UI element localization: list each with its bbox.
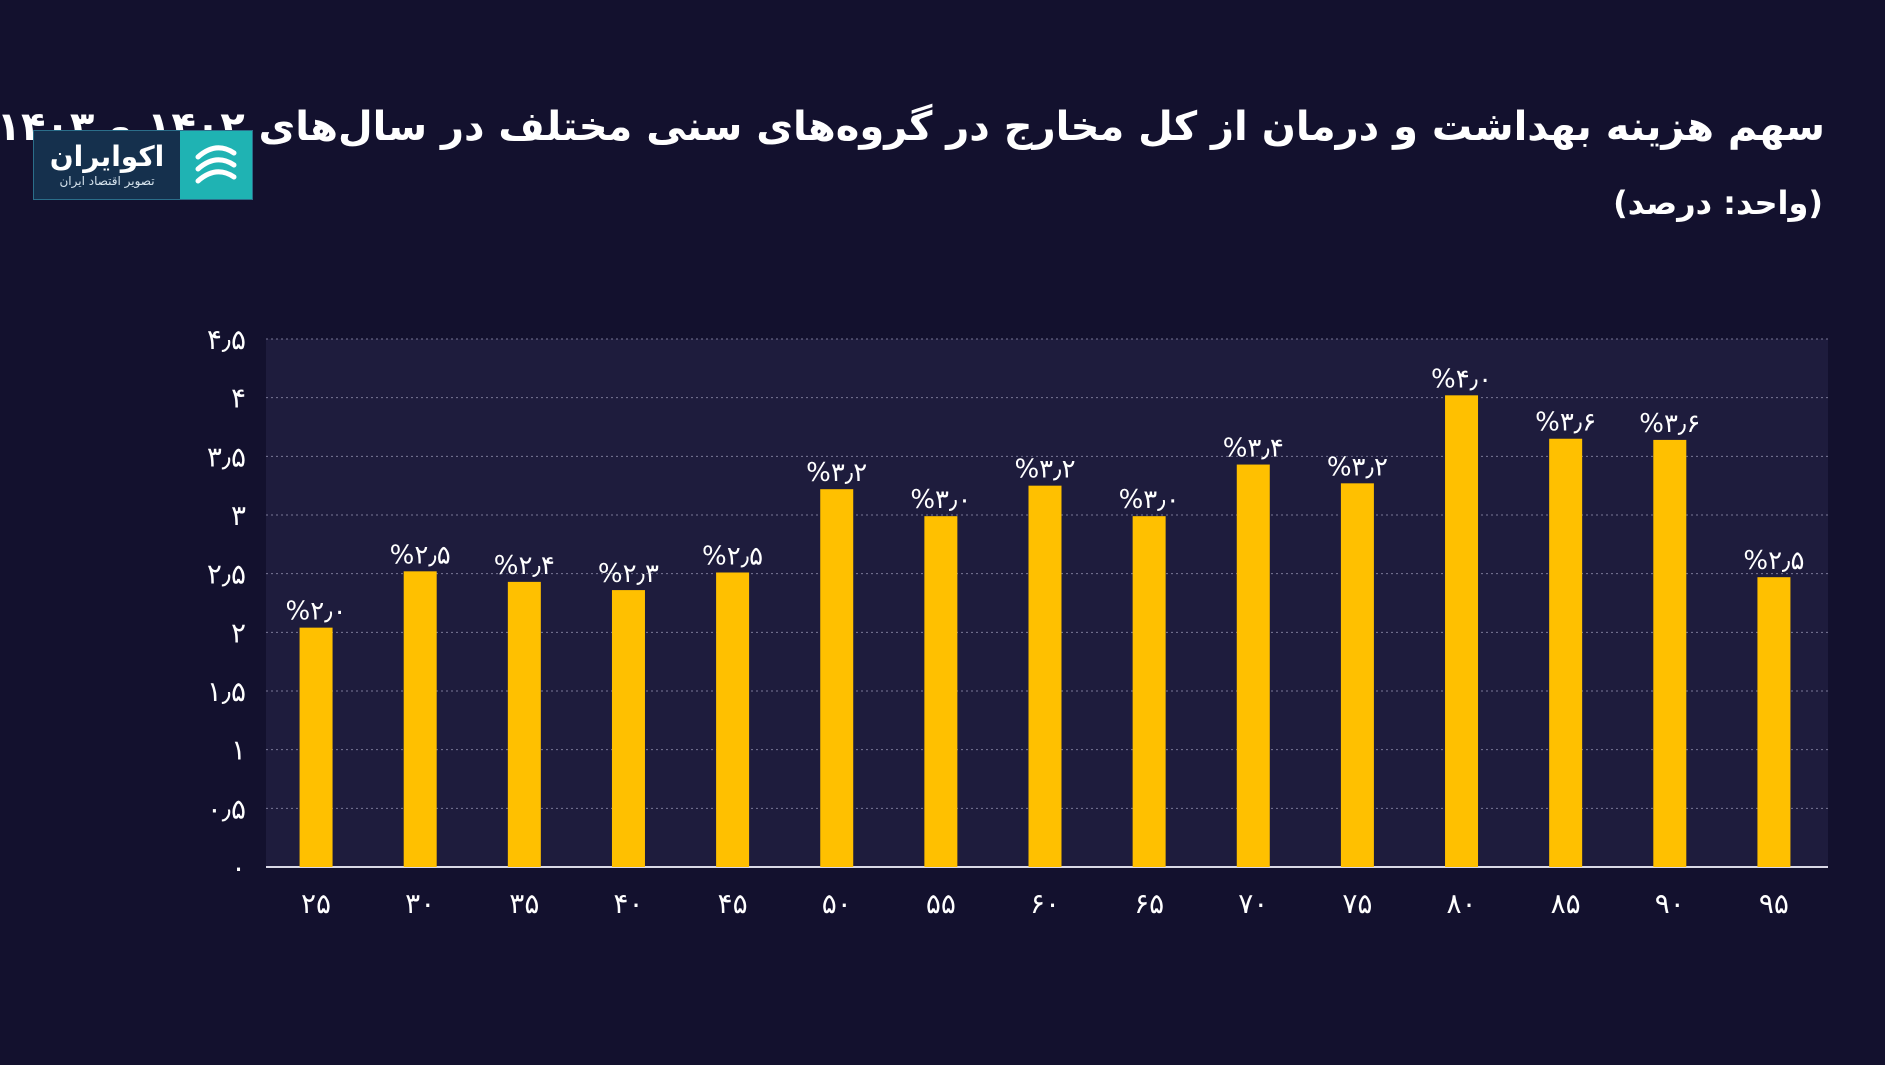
bar (1653, 439, 1687, 867)
y-tick-label: ۱٫۵ (207, 675, 246, 708)
x-tick-label: ۹۰ (1655, 887, 1685, 920)
data-label: %۳٫۴ (1223, 434, 1284, 464)
data-label: %۳٫۲ (1014, 455, 1075, 485)
logo-text-block: اکوایران تصویر اقتصاد ایران (34, 131, 180, 199)
y-tick-label: ۱ (231, 734, 246, 767)
logo-tagline: تصویر اقتصاد ایران (59, 174, 155, 189)
logo-name: اکوایران (49, 139, 165, 173)
x-tick-label: ۳۰ (405, 887, 435, 920)
logo-mark-icon (180, 131, 252, 199)
x-tick-label: ۷۵ (1342, 887, 1372, 920)
x-tick-label: ۴۵ (718, 887, 748, 920)
data-label: %۳٫۲ (1327, 452, 1388, 482)
data-label: %۳٫۰ (910, 485, 971, 515)
y-tick-label: ۳٫۵ (207, 440, 246, 473)
bar (1445, 395, 1479, 867)
brand-logo: اکوایران تصویر اقتصاد ایران (33, 130, 253, 200)
x-tick-label: ۸۰ (1446, 887, 1476, 920)
data-label: %۲٫۵ (1743, 546, 1804, 576)
bar (1132, 516, 1166, 867)
y-tick-label: ۴٫۵ (207, 323, 246, 356)
x-tick-label: ۵۰ (822, 887, 852, 920)
x-tick-label: ۳۵ (509, 887, 539, 920)
data-label: %۲٫۵ (390, 540, 451, 570)
y-tick-label: ۲٫۵ (207, 558, 246, 591)
data-label: %۲٫۵ (702, 541, 763, 571)
data-label: %۲٫۳ (598, 559, 659, 589)
y-tick-label: ۳ (231, 499, 246, 532)
bar (716, 572, 750, 867)
chart-unit-subtitle: (واحد: درصد) (1613, 184, 1823, 222)
y-tick-label: ۲ (231, 616, 246, 649)
y-tick-label: ۰٫۵ (207, 792, 246, 825)
x-tick-label: ۲۵ (301, 887, 331, 920)
data-label: %۳٫۰ (1119, 485, 1180, 515)
chart-title: سهم هزینه بهداشت و درمان از کل مخارج در … (0, 104, 1825, 150)
data-label: %۳٫۲ (806, 458, 867, 488)
bar (611, 590, 645, 867)
x-tick-label: ۸۵ (1551, 887, 1581, 920)
x-tick-label: ۶۰ (1030, 887, 1060, 920)
bar (1236, 464, 1270, 867)
bar (1757, 577, 1791, 867)
bar (1340, 483, 1374, 867)
x-tick-label: ۴۰ (613, 887, 643, 920)
bar (403, 571, 437, 867)
bar (507, 581, 541, 867)
data-label: %۲٫۰ (286, 597, 347, 627)
bar (299, 627, 333, 867)
x-tick-label: ۶۵ (1134, 887, 1164, 920)
y-tick-label: ۴ (231, 382, 246, 415)
bar (1028, 485, 1062, 867)
data-label: %۳٫۶ (1639, 409, 1700, 439)
data-label: %۴٫۰ (1431, 364, 1492, 394)
bar (924, 516, 958, 867)
y-tick-label: ۰ (231, 851, 246, 884)
bar (1549, 438, 1583, 867)
x-tick-label: ۹۵ (1759, 887, 1789, 920)
data-label: %۳٫۶ (1535, 408, 1596, 438)
x-tick-label: ۷۰ (1238, 887, 1268, 920)
data-label: %۲٫۴ (494, 551, 555, 581)
x-tick-label: ۵۵ (926, 887, 956, 920)
bar (820, 489, 854, 867)
